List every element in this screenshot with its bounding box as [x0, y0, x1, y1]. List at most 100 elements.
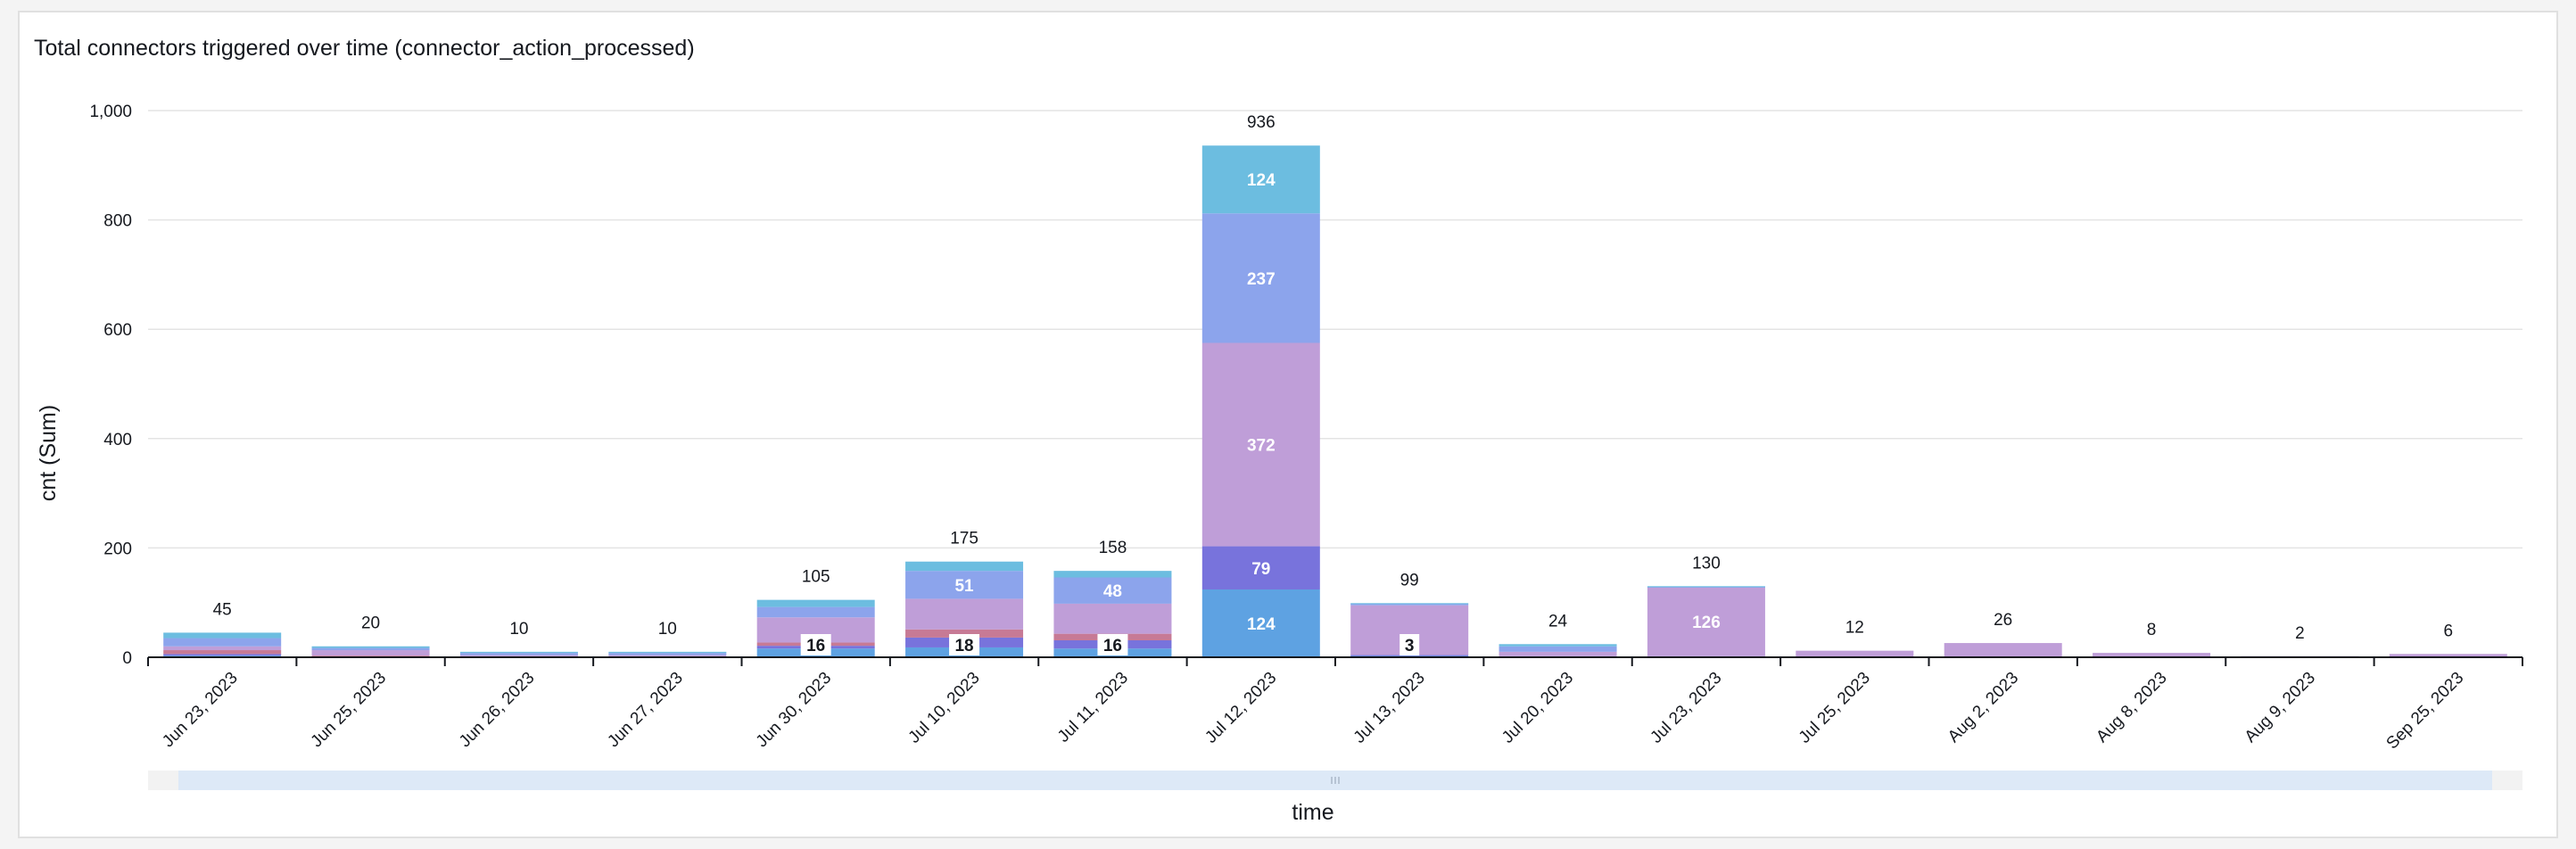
y-axis-title: cnt (Sum)	[36, 405, 61, 501]
y-tick-label: 1,000	[89, 103, 132, 121]
x-tick-label: Jul 11, 2023	[1054, 669, 1132, 746]
segment-value-label: 16	[806, 637, 825, 655]
x-tick-label: Jun 25, 2023	[308, 669, 391, 752]
segment-labels: 16 18 51 16 48 124 79 372 237 124 3 126	[800, 171, 1721, 655]
y-tick-label: 600	[103, 321, 132, 340]
segment-value-label: 18	[954, 637, 973, 655]
x-tick-label: Jul 23, 2023	[1647, 669, 1725, 747]
bar-segment	[608, 651, 727, 654]
bar-total-label: 8	[2147, 621, 2157, 639]
segment-value-label: 51	[954, 577, 974, 596]
bar-total-label: 10	[509, 620, 528, 639]
scrollbar[interactable]	[148, 771, 2522, 790]
bar-segment	[1499, 644, 1617, 647]
segment-value-label: 48	[1103, 582, 1122, 601]
segment-value-label: 237	[1247, 270, 1276, 289]
bar-total-label: 10	[658, 620, 677, 639]
x-axis-ticks: Jun 23, 2023 Jun 25, 2023 Jun 26, 2023 Jun …	[147, 657, 2523, 754]
x-tick-label: Jun 23, 2023	[159, 669, 242, 752]
bar-segment	[1053, 577, 1172, 604]
bar-segment	[756, 606, 875, 618]
segment-value-label: 126	[1692, 614, 1721, 632]
bar-segment	[1350, 655, 1469, 656]
x-tick-label: Jul 20, 2023	[1499, 669, 1577, 747]
y-tick-label: 800	[103, 212, 132, 231]
bar-total-label: 24	[1548, 612, 1568, 631]
bar-segment	[311, 650, 430, 656]
bar-segment	[1201, 589, 1320, 657]
x-tick-label: Jun 27, 2023	[604, 669, 687, 752]
bar-total-label: 20	[361, 614, 380, 633]
bar-total-label: 2	[2295, 624, 2305, 643]
bar-total-label: 26	[1994, 611, 2012, 630]
bar-segment	[311, 655, 430, 657]
x-tick-label: Jun 26, 2023	[456, 669, 539, 752]
bars	[163, 145, 2507, 658]
bar-segment	[1499, 646, 1617, 652]
bar-segment	[163, 638, 282, 647]
gridlines	[148, 110, 2522, 549]
bar-segment	[756, 599, 875, 607]
bar-segment	[608, 655, 727, 656]
bar-total-label: 130	[1692, 554, 1721, 573]
segment-value-label: 372	[1247, 437, 1276, 456]
x-tick-label: Jul 12, 2023	[1201, 669, 1280, 747]
y-tick-label: 200	[103, 540, 132, 558]
bar-segment	[1350, 603, 1469, 606]
bar-segment	[1201, 145, 1320, 214]
bar-segment	[163, 650, 282, 655]
bar-segment	[1796, 650, 1914, 657]
segment-value-label: 3	[1405, 637, 1415, 655]
bar-total-label: 12	[1845, 619, 1864, 638]
bar-segment	[311, 647, 430, 651]
bar-segment	[1647, 586, 1765, 588]
bar-segment	[163, 632, 282, 639]
segment-label-background	[1399, 634, 1420, 655]
bar-segment	[1053, 603, 1172, 634]
segment-value-label: 124	[1247, 171, 1276, 190]
x-tick-label: Aug 9, 2023	[2242, 669, 2319, 746]
bar-total-label: 175	[950, 530, 978, 548]
x-tick-label: Sep 25, 2023	[2383, 669, 2468, 754]
x-tick-label: Jul 10, 2023	[905, 669, 984, 747]
segment-label-background	[949, 634, 980, 655]
x-tick-label: Jul 25, 2023	[1796, 669, 1874, 747]
bar-segment	[459, 651, 578, 654]
segment-value-label: 16	[1103, 637, 1122, 655]
y-axis-ticks: 0 200 400 600 800 1,000	[89, 103, 132, 668]
bar-total-label: 6	[2444, 622, 2454, 640]
bar-segment	[1201, 546, 1320, 589]
bar-segment	[163, 654, 282, 656]
bar-total-label: 158	[1099, 539, 1127, 557]
segment-label-background	[1097, 634, 1128, 655]
x-axis-title: time	[1292, 800, 1333, 825]
bar-segment	[1053, 571, 1172, 578]
bar-total-label: 936	[1247, 113, 1276, 132]
bar-segment	[163, 646, 282, 651]
bar-segment	[459, 653, 578, 655]
x-tick-label: Jul 13, 2023	[1350, 669, 1429, 747]
x-tick-label: Jun 30, 2023	[753, 669, 836, 752]
bar-segment	[1499, 651, 1617, 656]
segment-label-background	[800, 634, 831, 655]
bar-segment	[1350, 603, 1469, 605]
bar-segment	[2389, 654, 2507, 657]
chart-title: Total connectors triggered over time (co…	[34, 36, 695, 61]
bar-total-label: 99	[1400, 571, 1419, 589]
bar-segment	[1944, 643, 2062, 657]
bar-segment	[2093, 653, 2211, 657]
bar-total-label: 105	[802, 568, 830, 587]
bar-segment	[1647, 586, 1765, 588]
y-tick-label: 0	[122, 649, 132, 668]
bar-segment	[1201, 342, 1320, 547]
bar-segment	[905, 629, 1024, 638]
bar-total-label: 45	[213, 600, 232, 619]
bar-segment	[608, 653, 727, 655]
bar-segment	[311, 646, 430, 648]
y-tick-label: 400	[103, 431, 132, 449]
bar-segment	[905, 571, 1024, 599]
segment-value-label: 79	[1251, 560, 1270, 579]
bar-segment	[905, 561, 1024, 572]
